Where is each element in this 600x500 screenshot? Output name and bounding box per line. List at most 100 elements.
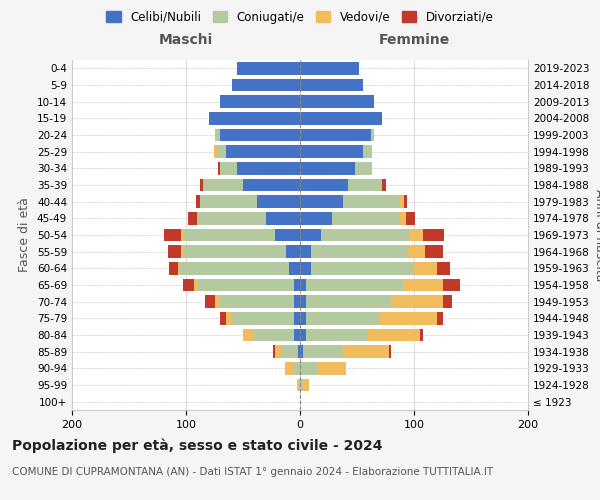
Bar — [215, 296, 220, 308]
Bar — [300, 246, 311, 258]
Bar — [181, 262, 289, 274]
Bar — [164, 229, 181, 241]
Bar — [215, 146, 217, 158]
Bar — [300, 379, 304, 391]
Bar — [409, 246, 425, 258]
Bar — [306, 329, 368, 341]
Bar — [317, 362, 346, 374]
Bar — [275, 229, 300, 241]
Bar — [218, 162, 220, 174]
Bar — [403, 279, 443, 291]
Bar — [298, 346, 300, 358]
Bar — [300, 162, 355, 174]
Bar — [437, 262, 451, 274]
Bar — [169, 262, 178, 274]
Bar — [437, 312, 443, 324]
Bar — [289, 262, 300, 274]
Bar — [300, 78, 362, 91]
Bar — [200, 196, 257, 208]
Bar — [368, 329, 420, 341]
Bar — [400, 196, 404, 208]
Bar — [414, 262, 437, 274]
Bar — [355, 162, 372, 174]
Bar — [300, 212, 332, 224]
Bar — [300, 112, 382, 124]
Bar — [238, 162, 300, 174]
Bar — [300, 96, 374, 108]
Bar — [295, 279, 300, 291]
Bar — [423, 229, 443, 241]
Bar — [217, 146, 226, 158]
Bar — [382, 179, 386, 191]
Bar — [257, 196, 300, 208]
Text: Femmine: Femmine — [379, 32, 449, 46]
Bar — [220, 312, 226, 324]
Bar — [232, 78, 300, 91]
Bar — [203, 179, 243, 191]
Bar — [220, 162, 238, 174]
Bar — [400, 212, 406, 224]
Bar — [296, 379, 300, 391]
Legend: Celibi/Nubili, Coniugati/e, Vedovi/e, Divorziati/e: Celibi/Nubili, Coniugati/e, Vedovi/e, Di… — [101, 6, 499, 28]
Bar — [220, 296, 295, 308]
Bar — [304, 379, 309, 391]
Bar — [306, 312, 380, 324]
Bar — [286, 246, 300, 258]
Bar — [178, 262, 180, 274]
Bar — [182, 279, 194, 291]
Bar — [184, 246, 286, 258]
Bar — [300, 229, 320, 241]
Bar — [226, 146, 300, 158]
Bar — [320, 229, 409, 241]
Bar — [311, 262, 414, 274]
Bar — [311, 246, 408, 258]
Bar — [362, 146, 372, 158]
Bar — [232, 312, 295, 324]
Bar — [168, 246, 181, 258]
Bar — [295, 296, 300, 308]
Bar — [300, 196, 343, 208]
Bar — [304, 346, 343, 358]
Bar — [197, 212, 266, 224]
Bar — [300, 279, 306, 291]
Bar — [254, 329, 295, 341]
Bar — [243, 329, 254, 341]
Y-axis label: Fasce di età: Fasce di età — [19, 198, 31, 272]
Bar — [181, 229, 184, 241]
Bar — [194, 279, 197, 291]
Bar — [285, 362, 295, 374]
Bar — [281, 346, 298, 358]
Bar — [300, 346, 304, 358]
Bar — [300, 329, 306, 341]
Bar — [343, 196, 400, 208]
Bar — [300, 62, 359, 74]
Bar — [300, 312, 306, 324]
Bar — [215, 128, 220, 141]
Bar — [238, 62, 300, 74]
Bar — [275, 346, 281, 358]
Bar — [300, 128, 371, 141]
Text: COMUNE DI CUPRAMONTANA (AN) - Dati ISTAT 1° gennaio 2024 - Elaborazione TUTTITAL: COMUNE DI CUPRAMONTANA (AN) - Dati ISTAT… — [12, 467, 493, 477]
Y-axis label: Anni di nascita: Anni di nascita — [593, 188, 600, 281]
Bar — [306, 279, 403, 291]
Bar — [220, 96, 300, 108]
Bar — [300, 179, 348, 191]
Bar — [300, 146, 362, 158]
Bar — [197, 279, 295, 291]
Text: Popolazione per età, sesso e stato civile - 2024: Popolazione per età, sesso e stato civil… — [12, 438, 383, 453]
Bar — [243, 179, 300, 191]
Bar — [425, 246, 443, 258]
Bar — [300, 262, 311, 274]
Bar — [205, 296, 215, 308]
Bar — [200, 179, 203, 191]
Bar — [443, 279, 460, 291]
Bar — [406, 212, 415, 224]
Bar — [300, 296, 306, 308]
Bar — [181, 246, 184, 258]
Text: Maschi: Maschi — [159, 32, 213, 46]
Bar — [348, 179, 382, 191]
Bar — [188, 212, 197, 224]
Bar — [272, 346, 275, 358]
Bar — [332, 212, 400, 224]
Bar — [306, 296, 391, 308]
